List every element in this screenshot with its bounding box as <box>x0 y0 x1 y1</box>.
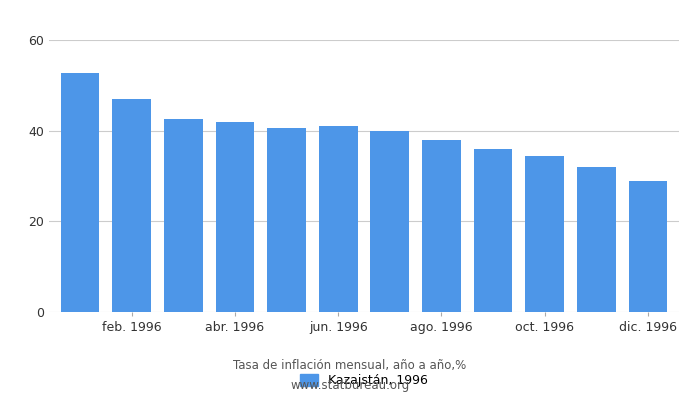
Bar <box>112 99 151 312</box>
Bar <box>474 149 512 312</box>
Text: Tasa de inflación mensual, año a año,%: Tasa de inflación mensual, año a año,% <box>233 360 467 372</box>
Legend: Kazajstán, 1996: Kazajstán, 1996 <box>300 374 428 387</box>
Bar <box>577 167 616 312</box>
Bar <box>629 180 667 312</box>
Bar <box>61 73 99 312</box>
Bar <box>318 126 358 312</box>
Bar <box>216 122 254 312</box>
Bar <box>370 131 410 312</box>
Bar <box>526 156 564 312</box>
Bar <box>164 119 202 312</box>
Bar <box>422 140 461 312</box>
Bar <box>267 128 306 312</box>
Text: www.statbureau.org: www.statbureau.org <box>290 380 410 392</box>
